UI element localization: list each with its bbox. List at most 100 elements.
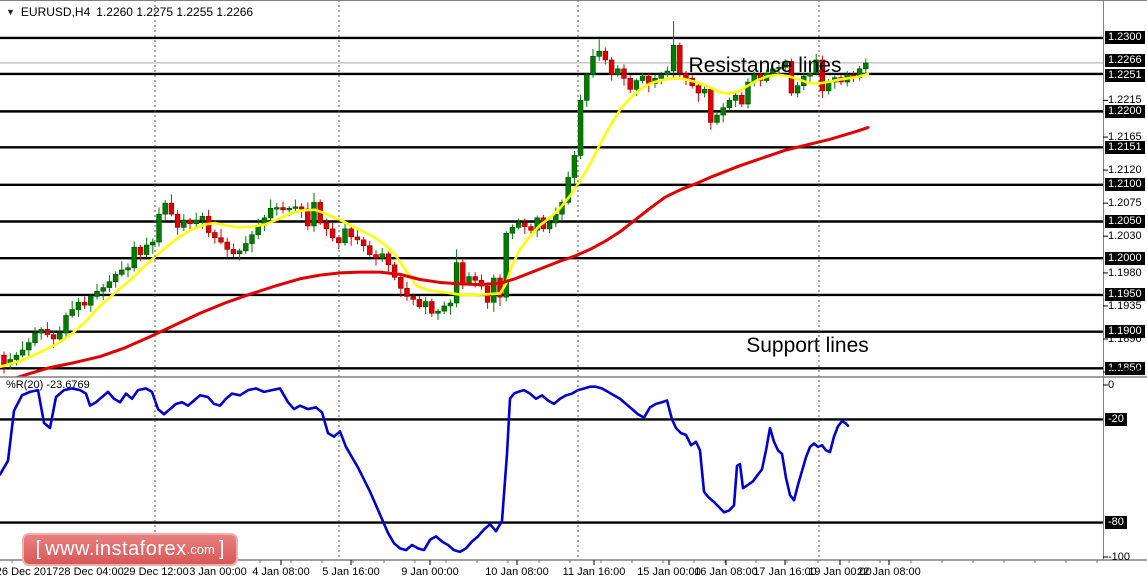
candle-up <box>94 290 100 297</box>
price-axis-tick-label: 1.1980 <box>1108 266 1142 279</box>
candle-down <box>404 288 410 297</box>
candle-up <box>162 202 168 215</box>
price-axis-tick-label: 1.1845 <box>1108 366 1142 379</box>
price-axis-boxed-label[interactable]: 1.1950 <box>1105 288 1145 302</box>
time-axis-label[interactable]: 17 Jan 16:00 <box>753 566 817 578</box>
wpr-level-label: 0 <box>1108 379 1115 391</box>
candle-down <box>602 50 609 61</box>
candle-down <box>224 241 230 250</box>
candle-up <box>720 107 726 116</box>
wpr-boxed-level-label[interactable]: -80 <box>1105 516 1127 530</box>
candle-up <box>249 234 255 244</box>
time-axis-label[interactable]: 16 Jan 08:00 <box>694 566 758 578</box>
instaforex-watermark: [ www.instaforex .com ] <box>22 533 238 566</box>
time-axis-label[interactable]: 11 Jan 16:00 <box>562 566 626 578</box>
candle-up <box>633 80 640 90</box>
candle-up <box>13 354 20 360</box>
candle-up <box>243 243 249 252</box>
candle-up <box>26 342 32 351</box>
candle-down <box>429 301 435 314</box>
candle-up <box>584 74 590 101</box>
time-axis-label[interactable]: 28 Dec 04:00 <box>58 566 124 578</box>
current-price-boxed-label: 1.2266 <box>1105 54 1145 68</box>
price-axis-boxed-label[interactable]: 1.1850 <box>1105 361 1145 375</box>
price-axis-boxed-label[interactable]: 1.2050 <box>1105 215 1145 228</box>
candle-up <box>658 74 664 79</box>
candle-up <box>19 349 26 356</box>
candle-up <box>590 56 596 75</box>
time-axis-label[interactable]: 26 Dec 2017 <box>0 566 59 578</box>
time-axis-label[interactable]: 19 Jan 00:00 <box>808 566 872 578</box>
candle-down <box>472 276 478 281</box>
candle-down <box>218 237 224 243</box>
candle-up <box>776 67 782 70</box>
time-axis-label[interactable]: 10 Jan 08:00 <box>485 566 549 578</box>
candle-down <box>367 245 373 255</box>
candle-down <box>168 202 175 215</box>
candle-down <box>460 262 466 284</box>
candle-down <box>528 226 534 231</box>
candle-up <box>639 75 646 81</box>
candle-down <box>385 253 392 266</box>
candle-down <box>522 222 528 227</box>
price-axis-tick-label: 1.2215 <box>1108 94 1142 107</box>
price-axis-tick-label: 1.2075 <box>1108 197 1142 210</box>
price-axis-boxed-label[interactable]: 1.2200 <box>1105 104 1145 118</box>
time-axis-label[interactable]: 5 Jan 16:00 <box>322 566 380 578</box>
price-axis-boxed-label[interactable]: 1.2300 <box>1105 31 1145 45</box>
price-axis-tick-label: 1.2120 <box>1108 164 1142 177</box>
candle-up <box>236 250 243 255</box>
price-axis-boxed-label[interactable]: 1.2151 <box>1105 140 1145 154</box>
time-axis-label[interactable]: 4 Jan 08:00 <box>252 566 310 578</box>
candle-up <box>143 244 150 255</box>
price-axis-boxed-label[interactable]: 1.2100 <box>1105 178 1145 192</box>
indicator-pane[interactable] <box>0 385 1103 554</box>
candle-up <box>274 207 280 210</box>
candle-down <box>212 232 218 238</box>
candle-down <box>416 299 423 307</box>
candle-down <box>50 334 57 340</box>
symbol-ohlc-line: ▼ EURUSD,H4 1.2260 1.2275 1.2255 1.2266 <box>6 5 253 19</box>
candle-up <box>342 228 348 244</box>
candle-up <box>664 70 671 75</box>
candle-down <box>1 354 7 365</box>
price-axis-boxed-label[interactable]: 1.2251 <box>1105 69 1145 83</box>
candle-down <box>608 59 615 75</box>
price-axis-boxed-label[interactable]: 1.2000 <box>1105 251 1145 265</box>
price-axis-boxed-label[interactable]: 1.1900 <box>1105 325 1145 339</box>
candle-down <box>819 59 826 92</box>
candle-up <box>745 81 751 105</box>
candle-up <box>125 267 131 271</box>
down-triangle-icon[interactable]: ▼ <box>6 6 15 17</box>
price-axis-tick-label: 1.2165 <box>1108 131 1142 144</box>
candle-up <box>181 219 187 228</box>
time-axis-label[interactable]: 22 Jan 08:00 <box>857 566 921 578</box>
time-axis-label[interactable]: 9 Jan 00:00 <box>401 566 459 578</box>
candle-up <box>75 301 82 310</box>
time-axis-label[interactable]: 3 Jan 00:00 <box>189 566 247 578</box>
time-axis-label[interactable]: 15 Jan 00:00 <box>637 566 701 578</box>
main-pane[interactable] <box>0 21 1103 383</box>
candle-up <box>553 213 559 224</box>
candles <box>1 21 869 374</box>
candle-up <box>267 207 274 219</box>
candle-down <box>174 213 181 228</box>
candle-up <box>732 94 739 101</box>
candle-up <box>150 241 156 246</box>
candle-up <box>422 301 429 307</box>
candle-down <box>627 78 633 90</box>
candle-down <box>739 94 745 105</box>
time-axis-label[interactable]: 29 Dec 12:00 <box>123 566 189 578</box>
candle-down <box>391 264 398 278</box>
candle-up <box>863 62 869 70</box>
watermark-domain: .com <box>186 542 215 557</box>
wpr-boxed-level-label[interactable]: -20 <box>1105 412 1127 426</box>
ma-fast-yellow <box>0 72 870 369</box>
candle-up <box>435 310 441 314</box>
candle-down <box>187 219 193 225</box>
candle-up <box>57 332 63 340</box>
watermark-text: www.instaforex <box>45 538 187 560</box>
candle-up <box>32 332 38 343</box>
williams-percent-r-label: %R(20) -23.6769 <box>6 379 90 391</box>
